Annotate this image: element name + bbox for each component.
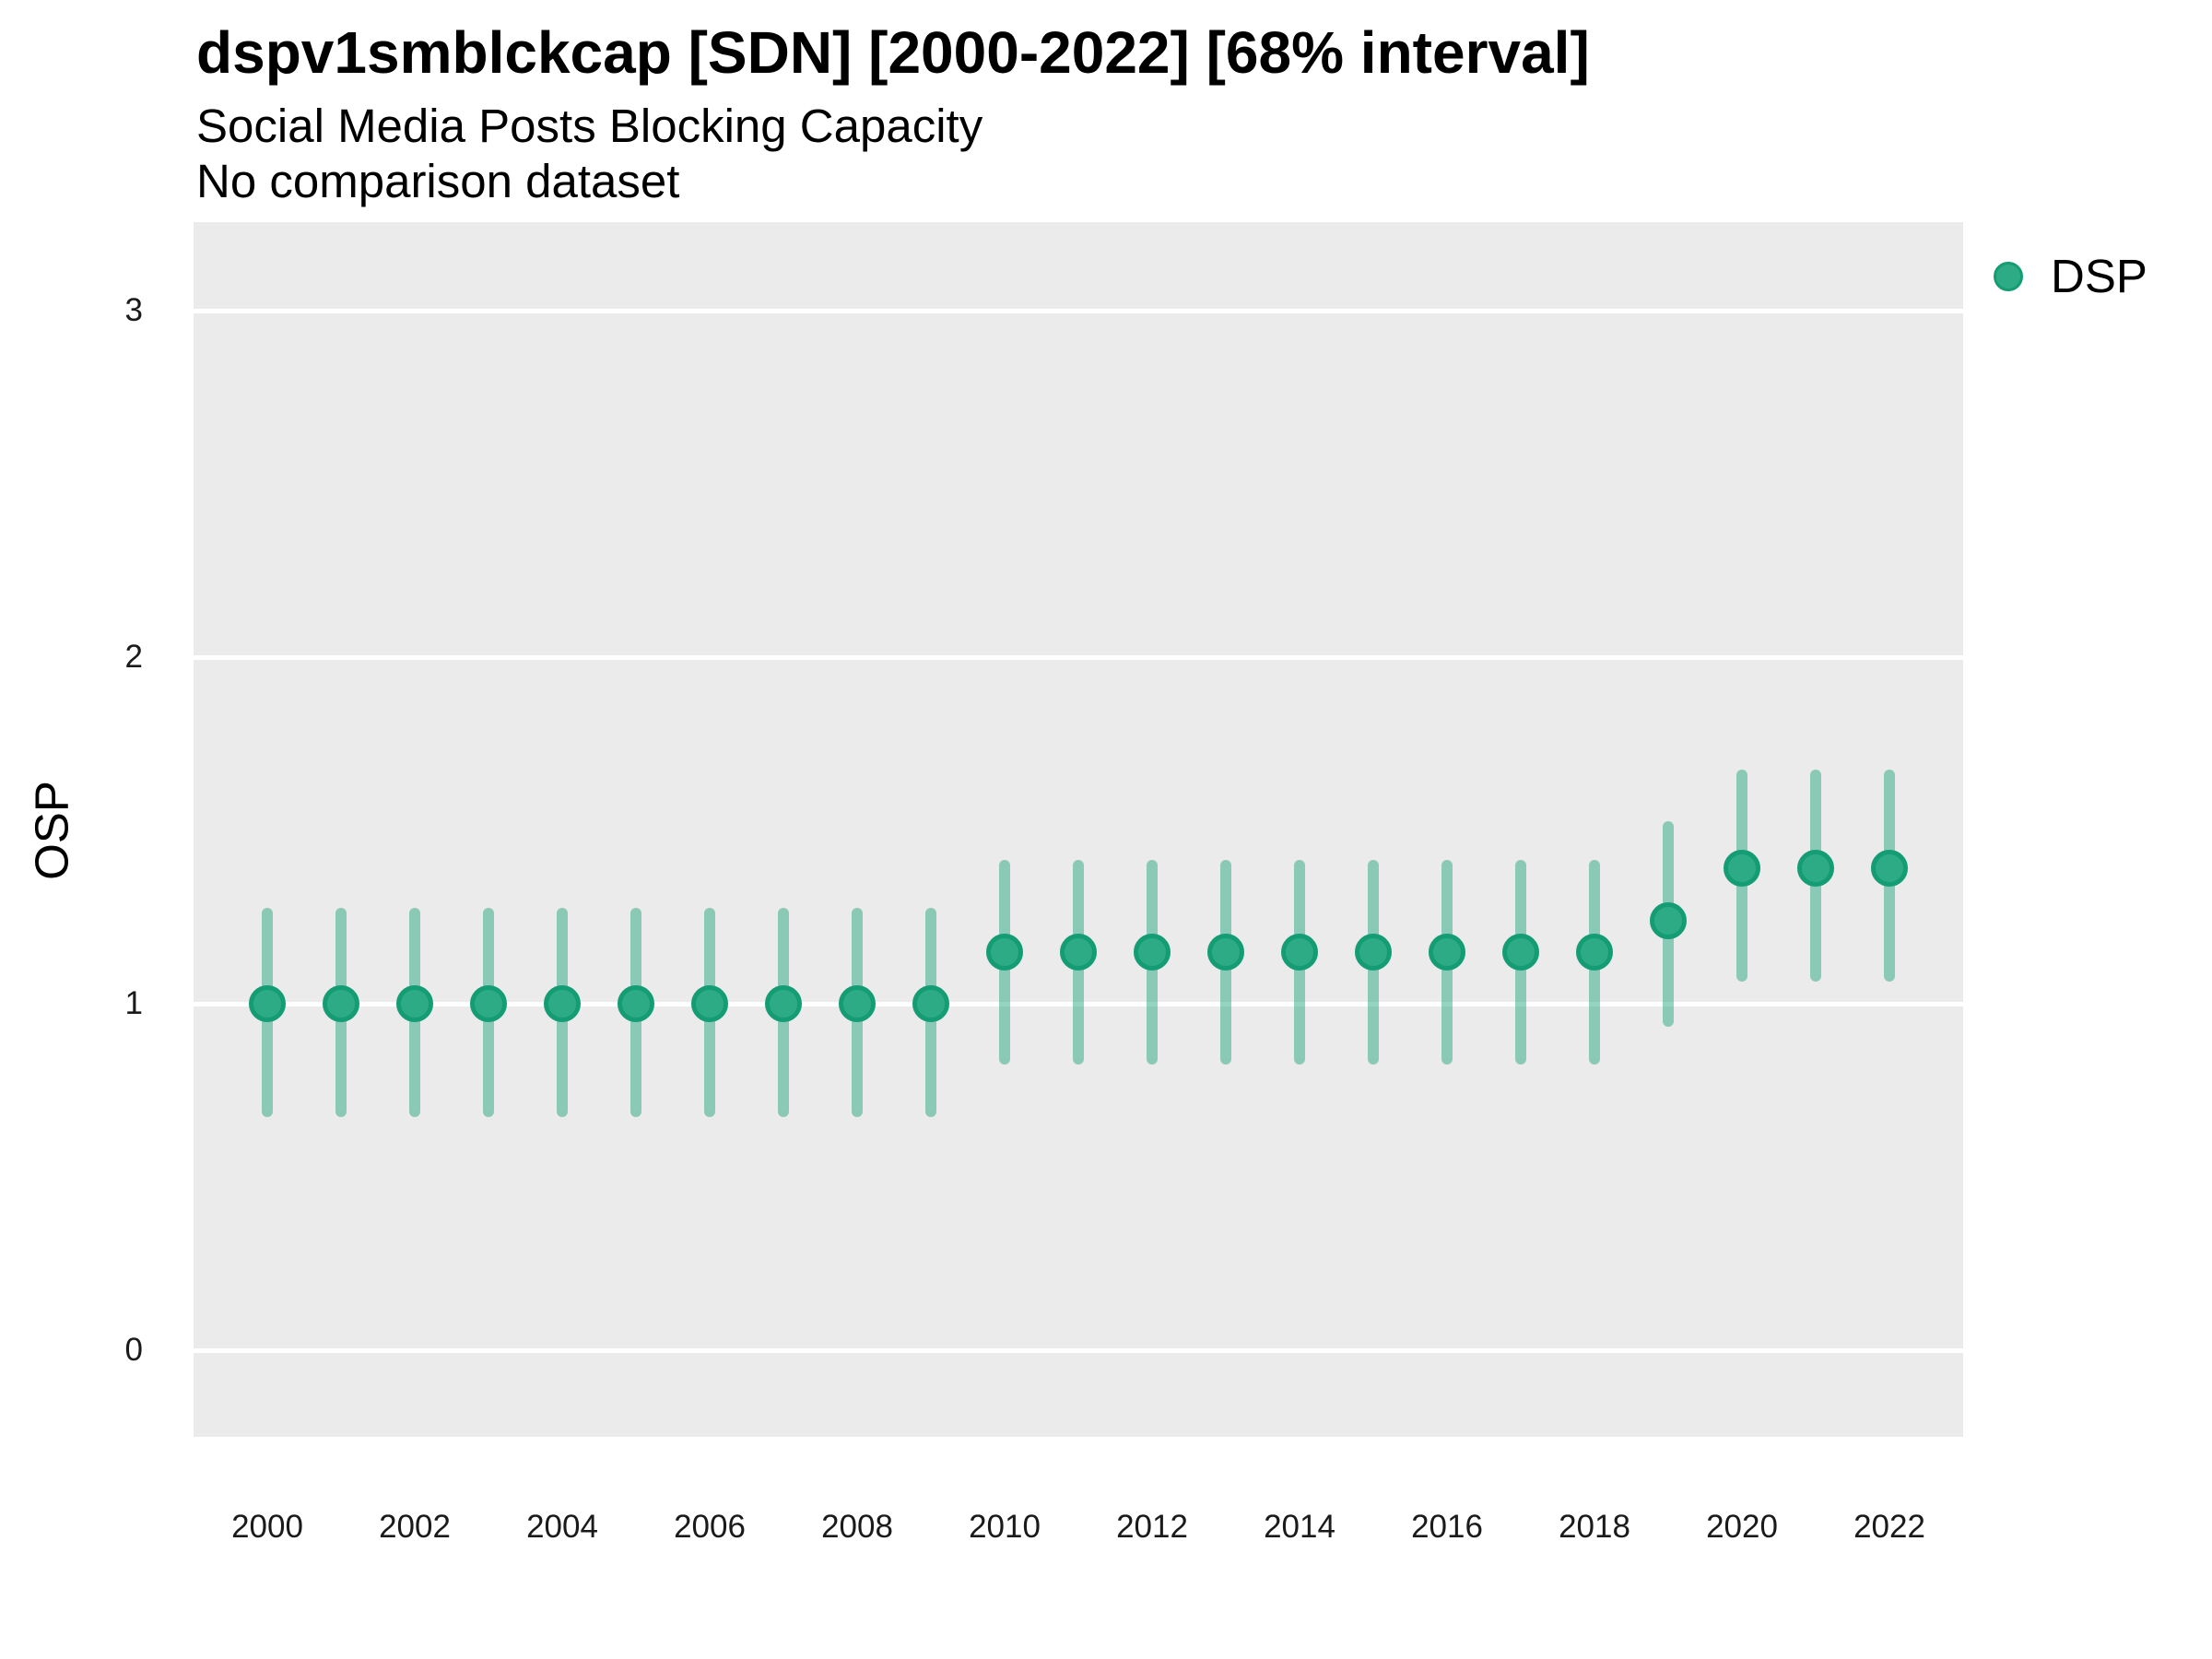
gridline-y-0	[194, 1347, 1963, 1353]
x-tick-label-2020: 2020	[1706, 1509, 1778, 1545]
y-axis-title-text: OSP	[25, 781, 78, 880]
y-tick-label-3: 3	[124, 292, 143, 328]
legend-swatch-dsp-icon	[1994, 262, 2023, 291]
y-tick-label-1: 1	[124, 985, 143, 1021]
data-point-2013	[1207, 933, 1244, 971]
data-point-2020	[1724, 850, 1760, 888]
data-point-2021	[1797, 850, 1834, 888]
gridline-y-1	[194, 1001, 1963, 1006]
chart-note: No comparison dataset	[196, 155, 680, 207]
legend-label: DSP	[2051, 250, 2147, 302]
x-tick-label-2018: 2018	[1559, 1509, 1630, 1545]
data-point-2002	[396, 985, 433, 1022]
x-tick-label-2012: 2012	[1116, 1509, 1188, 1545]
data-point-2018	[1576, 933, 1613, 971]
plot-panel	[194, 222, 1963, 1437]
gridline-y-3	[194, 308, 1963, 313]
x-tick-label-2016: 2016	[1411, 1509, 1483, 1545]
data-point-2022	[1871, 850, 1908, 888]
data-point-2019	[1650, 901, 1687, 939]
x-tick-label-2022: 2022	[1853, 1509, 1925, 1545]
data-point-2005	[618, 985, 654, 1022]
y-tick-label-0: 0	[124, 1332, 143, 1368]
x-tick-label-2002: 2002	[379, 1509, 451, 1545]
data-point-2004	[544, 985, 581, 1022]
chart-subtitle: Social Media Posts Blocking Capacity	[196, 100, 983, 152]
data-point-2014	[1281, 933, 1318, 971]
data-point-2012	[1134, 933, 1171, 971]
data-point-2006	[691, 985, 728, 1022]
gridline-y-2	[194, 654, 1963, 660]
x-tick-label-2014: 2014	[1264, 1509, 1335, 1545]
legend: DSP	[1994, 251, 2147, 302]
data-point-2016	[1429, 933, 1465, 971]
x-tick-label-2006: 2006	[674, 1509, 746, 1545]
data-point-2017	[1502, 933, 1539, 971]
data-point-2011	[1060, 933, 1097, 971]
data-point-2001	[323, 985, 359, 1022]
data-point-2009	[912, 985, 949, 1022]
data-point-2015	[1355, 933, 1392, 971]
x-tick-label-2004: 2004	[526, 1509, 598, 1545]
x-tick-label-2010: 2010	[969, 1509, 1041, 1545]
data-point-2007	[765, 985, 802, 1022]
x-tick-label-2000: 2000	[231, 1509, 303, 1545]
y-tick-label-2: 2	[124, 639, 143, 675]
data-point-2000	[249, 985, 286, 1022]
chart-title: dspv1smblckcap [SDN] [2000-2022] [68% in…	[196, 19, 1590, 86]
data-point-2010	[986, 933, 1023, 971]
x-tick-label-2008: 2008	[821, 1509, 893, 1545]
data-point-2003	[470, 985, 507, 1022]
data-point-2008	[839, 985, 876, 1022]
